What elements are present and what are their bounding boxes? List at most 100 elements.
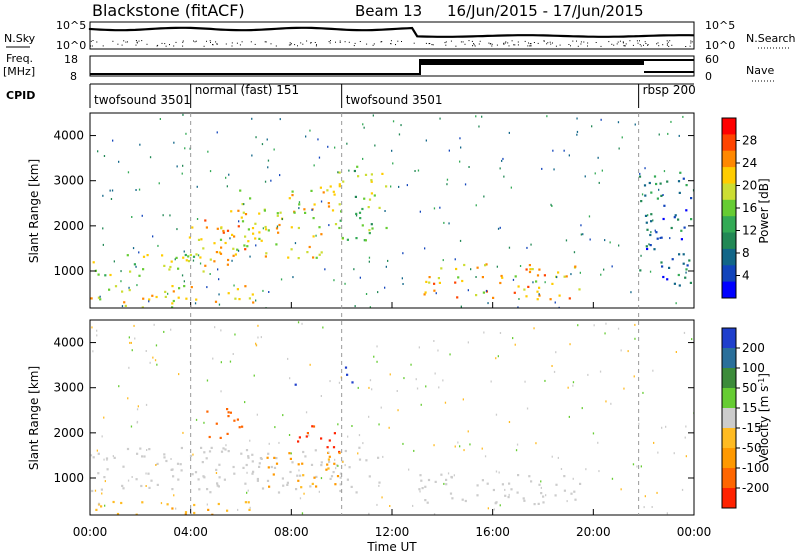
- data-cell: [498, 471, 500, 474]
- data-cell: [433, 444, 435, 447]
- data-cell: [310, 189, 313, 192]
- data-cell: [131, 349, 133, 352]
- data-cell: [242, 466, 245, 469]
- data-cell: [229, 360, 232, 363]
- data-cell: [244, 401, 246, 404]
- data-cell: [141, 501, 144, 504]
- data-cell: [163, 456, 166, 459]
- data-cell: [265, 252, 268, 255]
- data-cell: [577, 324, 579, 327]
- data-cell: [565, 239, 568, 242]
- data-cell: [90, 297, 93, 300]
- data-cell: [253, 374, 255, 377]
- data-cell: [247, 456, 250, 459]
- data-cell: [234, 297, 237, 300]
- data-cell: [566, 500, 568, 503]
- data-cell: [652, 219, 654, 222]
- data-cell: [662, 217, 665, 221]
- data-cell: [460, 146, 462, 149]
- data-cell: [291, 194, 294, 197]
- colorbar-tick-label: 15: [742, 401, 757, 415]
- data-cell: [258, 462, 261, 465]
- data-cell: [229, 237, 231, 240]
- data-cell: [367, 206, 370, 209]
- data-cell: [136, 452, 139, 455]
- data-cell: [249, 255, 251, 258]
- data-cell: [251, 117, 253, 120]
- data-cell: [610, 402, 612, 405]
- power-panel: [89, 112, 695, 309]
- data-cell: [376, 360, 378, 363]
- data-cell: [544, 379, 546, 382]
- data-cell: [246, 245, 249, 248]
- data-cell: [304, 211, 307, 214]
- data-cell: [100, 505, 103, 508]
- data-cell: [246, 471, 248, 474]
- data-cell: [649, 244, 652, 247]
- colorbar-tick-label: 8: [742, 246, 750, 260]
- data-cell: [348, 466, 351, 469]
- data-cell: [428, 276, 431, 279]
- data-cell: [220, 361, 222, 364]
- data-cell: [549, 298, 552, 301]
- data-cell: [114, 285, 118, 288]
- data-cell: [162, 214, 164, 217]
- power-colorbar-label: Power [dB]: [757, 178, 771, 243]
- data-cell: [268, 442, 270, 445]
- data-cell: [245, 463, 248, 467]
- data-cell: [638, 422, 640, 425]
- data-cell: [158, 182, 160, 185]
- data-cell: [652, 369, 654, 372]
- data-cell: [202, 270, 205, 273]
- data-cell: [513, 291, 516, 294]
- data-cell: [528, 264, 531, 267]
- data-cell: [424, 247, 426, 250]
- data-cell: [227, 292, 230, 295]
- data-cell: [268, 291, 270, 293]
- data-cell: [353, 169, 356, 173]
- data-cell: [440, 473, 443, 476]
- data-cell: [248, 508, 251, 511]
- data-cell: [278, 223, 281, 227]
- data-cell: [91, 326, 93, 329]
- data-cell: [334, 146, 336, 149]
- data-cell: [573, 251, 576, 254]
- data-cell: [446, 183, 448, 186]
- data-cell: [437, 277, 440, 280]
- data-cell: [308, 434, 310, 437]
- data-cell: [668, 266, 671, 269]
- data-cell: [357, 386, 359, 389]
- data-cell: [255, 244, 257, 247]
- data-cell: [187, 260, 191, 263]
- data-cell: [378, 206, 381, 209]
- data-cell: [169, 265, 172, 269]
- data-cell: [264, 180, 267, 183]
- data-cell: [555, 483, 558, 486]
- data-cell: [438, 281, 441, 284]
- data-cell: [510, 488, 513, 491]
- data-cell: [368, 256, 371, 259]
- nsearch-label: N.Search: [746, 32, 796, 45]
- data-cell: [218, 476, 221, 479]
- data-cell: [424, 499, 427, 502]
- data-cell: [338, 381, 341, 384]
- data-cell: [97, 472, 100, 475]
- data-cell: [183, 285, 186, 288]
- data-cell: [368, 232, 371, 235]
- data-cell: [273, 148, 275, 151]
- left-tick-freq-2: 8: [70, 70, 77, 83]
- data-cell: [374, 144, 376, 147]
- data-cell: [332, 471, 335, 474]
- data-cell: [174, 258, 176, 261]
- data-cell: [540, 492, 543, 495]
- data-cell: [365, 293, 368, 295]
- data-cell: [247, 501, 250, 504]
- data-cell: [255, 299, 257, 302]
- data-cell: [449, 492, 453, 495]
- data-cell: [481, 276, 484, 279]
- data-cell: [121, 305, 124, 308]
- data-cell: [493, 508, 495, 511]
- data-cell: [309, 363, 311, 366]
- data-cell: [204, 264, 207, 267]
- data-cell: [152, 356, 154, 359]
